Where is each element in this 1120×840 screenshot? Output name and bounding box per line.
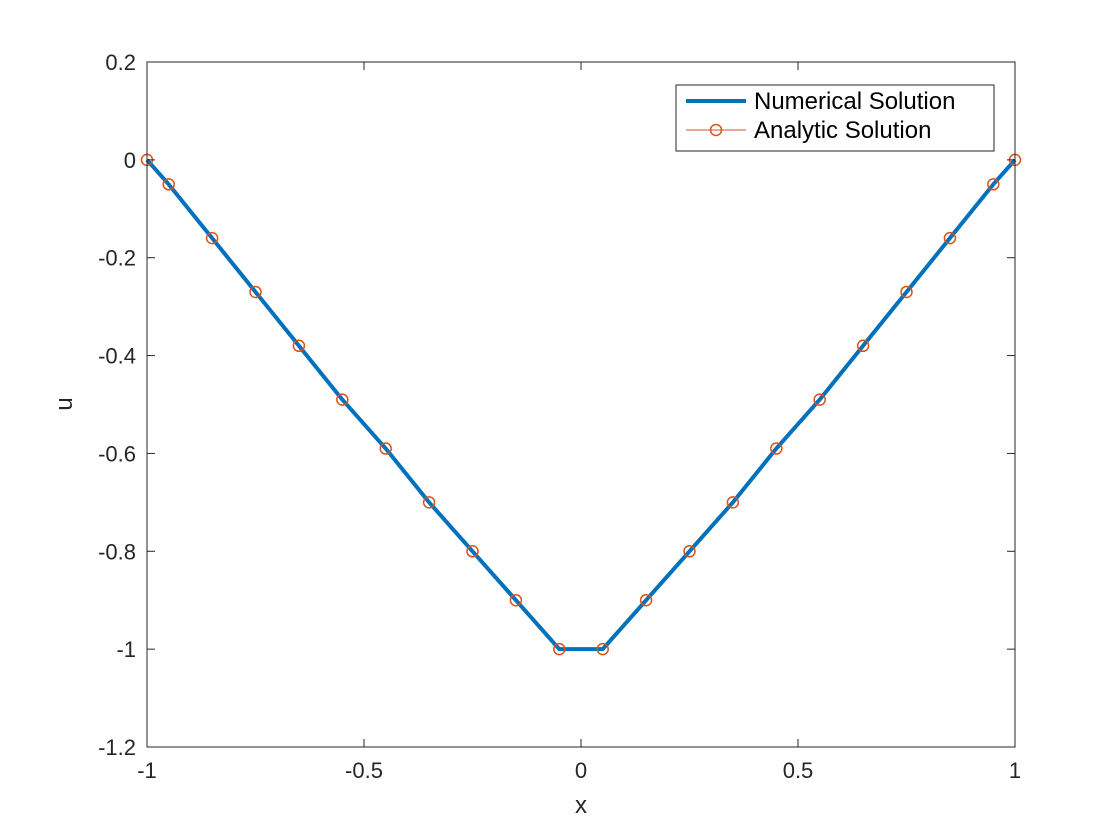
plot-area [147,62,1015,747]
analytic-solution-point [987,178,1000,191]
legend: Numerical Solution Analytic Solution [675,84,995,152]
analytic-solution-point [900,285,913,299]
y-tick-label: -0.4 [98,344,136,369]
y-axis-title: u [51,397,78,410]
x-tick-label: 0.5 [783,758,814,783]
x-tick-label: -0.5 [345,758,383,783]
x-tick-label: 0 [575,758,587,783]
legend-marker-analytic-solution [709,123,723,137]
x-tick-label: 1 [1009,758,1021,783]
analytic-solution-point [770,442,783,455]
analytic-solution-point [336,393,349,406]
series-layer [140,153,1022,656]
legend-label-numerical-solution: Numerical Solution [754,88,955,115]
analytic-solution-point [509,593,523,607]
analytic-solution-point [379,442,392,455]
y-tick-label: -1 [116,637,136,662]
ticks-layer: -1 -0.5 0 0.5 1-1.2-1-0.8-0.6-0.4-0.200.2 [98,50,1021,783]
analytic-solution-point [162,178,175,191]
legend-box [675,84,995,152]
y-tick-label: -0.6 [98,441,136,466]
analytic-solution-point [726,496,740,509]
analytic-solution-point [422,496,436,509]
analytic-solution-point [249,285,262,299]
analytic-solution-point [856,339,870,353]
y-tick-label: 0.2 [105,50,136,75]
legend-label-analytic-solution: Analytic Solution [754,117,931,144]
x-axis-title: x [575,792,587,819]
analytic-solution-point [943,231,957,245]
x-tick-label: -1 [137,758,157,783]
y-tick-label: -1.2 [98,735,136,760]
y-tick-label: -0.2 [98,246,136,271]
analytic-solution-point [639,593,653,607]
analytic-solution-point [466,545,479,558]
numerical-solution-line [145,158,1017,652]
analytic-solution-point [596,642,609,656]
analytic-solution-point [205,231,219,245]
y-tick-label: -0.8 [98,539,136,564]
analytic-solution-point [683,545,696,558]
y-tick-label: 0 [124,148,136,173]
analytic-solution-point [553,642,566,656]
analytic-solution-point [292,339,306,353]
analytic-solution-point [813,393,826,406]
